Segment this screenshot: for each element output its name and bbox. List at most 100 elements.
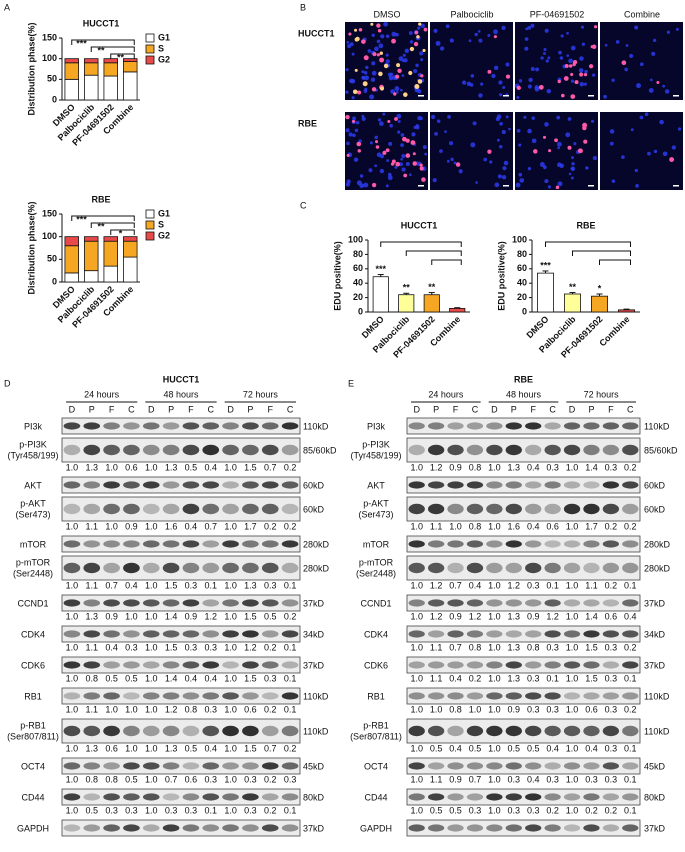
edu-nucleus bbox=[582, 122, 588, 128]
band-ratio: 0.6 bbox=[605, 611, 618, 621]
edu-nucleus bbox=[372, 52, 377, 57]
nucleus bbox=[528, 77, 533, 83]
band-ratio: 0.9 bbox=[449, 774, 462, 784]
nucleus bbox=[350, 78, 356, 84]
band-ratio: 0.2 bbox=[605, 805, 618, 815]
band-ratio: 1.1 bbox=[585, 580, 598, 590]
bar-segment bbox=[123, 256, 138, 283]
nucleus bbox=[371, 61, 376, 66]
band-ratio: 0.3 bbox=[185, 580, 198, 590]
nucleus bbox=[499, 93, 503, 97]
band-ratio: 1.0 bbox=[430, 704, 443, 714]
nucleus bbox=[385, 34, 390, 39]
blot-band bbox=[162, 562, 180, 574]
band-ratio: 0.2 bbox=[284, 462, 297, 472]
blot-band bbox=[202, 692, 220, 700]
blot-band bbox=[281, 503, 299, 515]
band-ratio: 1.0 bbox=[105, 521, 118, 531]
edu-nucleus bbox=[418, 22, 422, 26]
nucleus bbox=[609, 129, 615, 134]
nucleus bbox=[644, 112, 649, 117]
band-ratio: 1.0 bbox=[566, 774, 579, 784]
protein-label: GAPDH bbox=[17, 823, 49, 833]
blot-band bbox=[622, 540, 639, 548]
band-ratio: 1.3 bbox=[85, 462, 98, 472]
band-ratio: 1.3 bbox=[508, 462, 521, 472]
blot-band bbox=[447, 824, 464, 832]
blot-band bbox=[242, 599, 259, 607]
band-ratio: 0.7 bbox=[449, 642, 462, 652]
nucleus bbox=[422, 145, 427, 150]
protein-label: CDK4 bbox=[364, 629, 388, 639]
chart-title: HUCCT1 bbox=[83, 18, 120, 28]
blot-band bbox=[602, 725, 620, 737]
nucleus bbox=[449, 141, 454, 146]
blot-band bbox=[123, 762, 140, 770]
band-ratio: 0.3 bbox=[125, 642, 138, 652]
blot-band bbox=[142, 725, 160, 737]
band-ratio: 1.6 bbox=[165, 521, 178, 531]
blot-band bbox=[222, 793, 239, 801]
blot-band bbox=[261, 630, 279, 638]
nucleus bbox=[369, 94, 375, 100]
edu-nucleus bbox=[371, 182, 377, 188]
band-ratio: 1.3 bbox=[165, 462, 178, 472]
edu-nucleus bbox=[375, 140, 379, 144]
band-ratio: 0.4 bbox=[527, 521, 540, 531]
band-ratio: 0.4 bbox=[204, 673, 217, 683]
bar-segment bbox=[84, 236, 99, 242]
band-ratio: 0.3 bbox=[605, 642, 618, 652]
legend-swatch bbox=[145, 55, 155, 65]
nucleus bbox=[629, 53, 634, 59]
blot-band bbox=[486, 562, 503, 574]
blot-band bbox=[202, 725, 220, 737]
blot-band bbox=[602, 481, 620, 489]
y-tick-label: 0 bbox=[522, 306, 527, 316]
band-ratio: 1.2 bbox=[430, 611, 443, 621]
edu-nucleus bbox=[410, 140, 416, 146]
blot-title: HUCCT1 bbox=[163, 374, 200, 384]
band-ratio: 0.6 bbox=[244, 704, 257, 714]
band-size: 80kD bbox=[644, 792, 666, 802]
blot-band bbox=[202, 762, 220, 770]
blot-band bbox=[182, 540, 200, 548]
band-ratio: 1.0 bbox=[145, 611, 158, 621]
column-label: PF-04691502 bbox=[530, 9, 585, 19]
blot-band bbox=[544, 824, 561, 832]
y-tick-label: 20 bbox=[517, 292, 527, 302]
protein-label: mTOR bbox=[363, 539, 390, 549]
nucleus bbox=[417, 89, 422, 94]
band-ratio: 0.6 bbox=[125, 462, 138, 472]
blot-band bbox=[182, 562, 200, 574]
nucleus bbox=[382, 112, 386, 116]
blot-title: RBE bbox=[514, 374, 533, 384]
band-ratio: 0.8 bbox=[469, 521, 482, 531]
edu-nucleus bbox=[422, 48, 426, 53]
band-size: 280kD bbox=[303, 539, 330, 549]
band-ratio: 0.9 bbox=[527, 611, 540, 621]
blot-band bbox=[563, 503, 581, 515]
edu-nucleus bbox=[346, 153, 350, 157]
band-ratio: 0.9 bbox=[449, 462, 462, 472]
edu-nucleus bbox=[420, 74, 424, 78]
nucleus bbox=[368, 168, 373, 173]
nucleus bbox=[402, 53, 406, 57]
edu-nucleus bbox=[356, 141, 362, 147]
blot-band bbox=[486, 481, 503, 489]
significance-bracket bbox=[405, 250, 462, 256]
bar-segment bbox=[84, 74, 99, 101]
nucleus bbox=[395, 90, 399, 94]
nucleus bbox=[361, 70, 365, 74]
panel-letter: E bbox=[348, 378, 354, 388]
nucleus bbox=[630, 128, 634, 132]
nucleus bbox=[647, 151, 651, 156]
nucleus bbox=[348, 132, 353, 137]
blot-band bbox=[63, 762, 81, 770]
nucleus bbox=[609, 141, 614, 146]
blot-band bbox=[103, 630, 120, 638]
blot-band bbox=[466, 444, 484, 456]
blot-band bbox=[622, 422, 639, 430]
blot-band bbox=[103, 692, 120, 700]
blot-band bbox=[83, 762, 101, 770]
band-ratio: 0.2 bbox=[264, 521, 277, 531]
